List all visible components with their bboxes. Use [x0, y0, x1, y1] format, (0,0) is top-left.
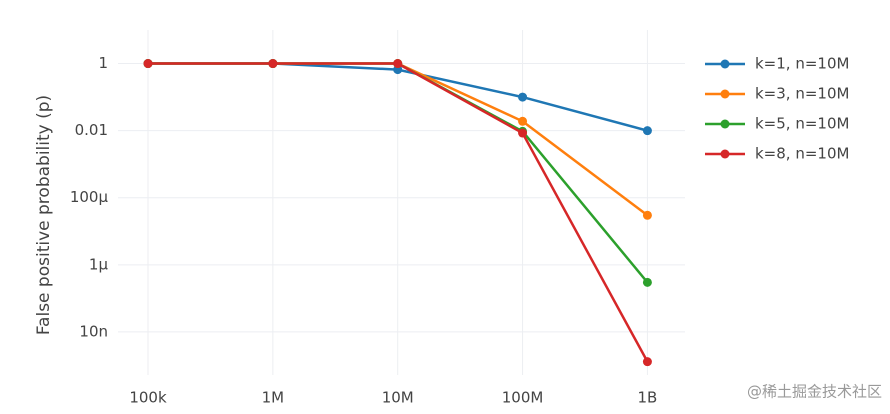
data-point: [642, 357, 652, 367]
y-tick-label: 1: [98, 54, 108, 72]
data-point: [642, 210, 652, 220]
legend-label: k=8, n=10M: [755, 145, 849, 163]
y-tick-label: 0.01: [75, 121, 108, 139]
legend-marker: [720, 59, 730, 69]
data-point: [143, 59, 153, 69]
x-tick-label: 1B: [637, 389, 657, 407]
data-point: [518, 92, 528, 102]
y-tick-label: 100μ: [70, 188, 109, 206]
y-tick-label: 10n: [79, 322, 108, 340]
legend-marker: [720, 119, 730, 129]
data-point: [642, 126, 652, 136]
data-point: [642, 277, 652, 287]
legend-label: k=5, n=10M: [755, 115, 849, 133]
legend-marker: [720, 149, 730, 159]
data-point: [268, 59, 278, 69]
legend-label: k=1, n=10M: [755, 55, 849, 73]
data-point: [393, 59, 403, 69]
y-tick-label: 1μ: [89, 255, 109, 273]
legend-label: k=3, n=10M: [755, 85, 849, 103]
y-axis-label: False positive probability (p): [34, 95, 54, 335]
legend-marker: [720, 89, 730, 99]
x-tick-label: 1M: [262, 389, 285, 407]
data-point: [518, 128, 528, 138]
x-tick-label: 100k: [129, 389, 167, 407]
x-tick-label: 100M: [502, 389, 544, 407]
data-point: [518, 116, 528, 126]
watermark: @稀土掘金技术社区: [747, 383, 882, 401]
x-tick-label: 10M: [382, 389, 414, 407]
